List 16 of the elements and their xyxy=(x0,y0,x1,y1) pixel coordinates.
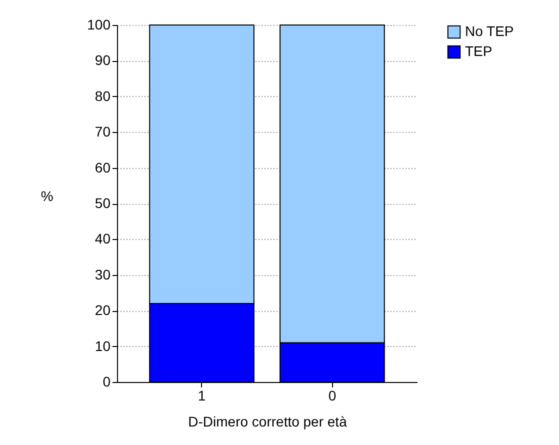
legend-label: TEP xyxy=(465,43,492,59)
y-tick-label: 80 xyxy=(94,88,111,104)
y-tick-label: 40 xyxy=(94,230,111,247)
y-tick-label: 30 xyxy=(94,266,111,282)
y-tick-label: 60 xyxy=(94,159,111,176)
y-tick-label: 100 xyxy=(87,16,111,32)
x-tick-label: 1 xyxy=(198,388,206,404)
y-tick-label: 70 xyxy=(94,124,111,140)
x-axis-title: D-Dimero corretto per età xyxy=(188,414,348,430)
y-tick-label: 0 xyxy=(102,374,111,390)
y-tick-label: 10 xyxy=(94,338,111,354)
y-axis-title: % xyxy=(40,188,54,204)
y-tick-label: 20 xyxy=(94,302,111,318)
y-tick-label: 50 xyxy=(94,195,111,211)
legend-label: No TEP xyxy=(465,23,514,39)
y-tick-label: 90 xyxy=(94,52,111,68)
